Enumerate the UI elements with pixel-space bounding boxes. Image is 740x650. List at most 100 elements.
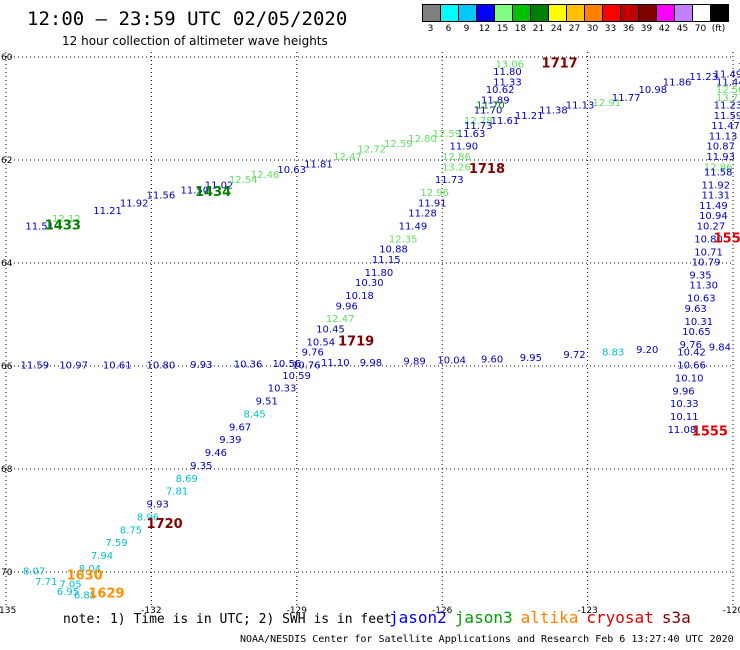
scale-label: 24: [550, 24, 563, 34]
wave-height-value: 11.61: [491, 116, 520, 127]
wave-height-value: 10.66: [677, 361, 706, 372]
wave-height-value: 10.30: [355, 278, 384, 289]
wave-height-value: 12.59: [433, 129, 462, 140]
scale-label: 30: [586, 24, 599, 34]
pass-time-label: 1433: [45, 219, 81, 234]
wave-height-value: 11.44: [716, 77, 740, 88]
axis-ticks: -135 -132 -129 -126 -123 -120 60 62 64 66 68 70: [0, 53, 740, 616]
wave-height-value: 10.56: [273, 359, 302, 370]
pass-time-label: 1719: [338, 334, 374, 349]
wave-height-value: 11.49: [699, 201, 728, 212]
wave-height-value: 11.32: [738, 62, 740, 73]
pass-time-label: 1718: [469, 162, 505, 177]
pass-time-label: 1629: [88, 587, 124, 602]
wave-height-value: 8.04: [79, 564, 101, 575]
wave-height-value: 12.86: [704, 162, 733, 173]
wave-height-value: 12.12: [52, 214, 81, 225]
wave-height-value: 10.54: [306, 337, 335, 348]
wave-height-value: 9.20: [636, 345, 658, 356]
footnote: note: 1) Time is in UTC; 2) SWH is in fe…: [63, 612, 392, 627]
wave-height-value: 10.76: [292, 361, 321, 372]
longitude-tick-label: -132: [141, 606, 161, 616]
wave-height-value: 11.49: [399, 222, 428, 233]
wave-height-value: 9.35: [689, 270, 711, 281]
wave-height-value: 10.42: [677, 348, 706, 359]
latitude-tick-label: 70: [1, 568, 13, 578]
wave-height-value: 13.26: [442, 162, 471, 173]
wave-height-value: 11.80: [493, 67, 522, 78]
pass-time-label: 1720: [147, 517, 183, 532]
wave-height-value: 7.05: [59, 579, 81, 590]
wave-height-value: 11.92: [701, 180, 730, 191]
wave-height-value: 12.80: [408, 134, 437, 145]
wave-height-value: 13.06: [496, 59, 525, 70]
wave-height-value: 12.86: [442, 152, 471, 163]
wave-height-value: 11.59: [21, 361, 50, 372]
wave-height-value: 11.51: [25, 222, 54, 233]
wave-height-value: 10.94: [699, 211, 728, 222]
wave-height-value: 8.75: [120, 525, 142, 536]
scale-label: 42: [658, 24, 671, 34]
scale-label: 36: [622, 24, 635, 34]
wave-height-value: 8.83: [602, 348, 624, 359]
wave-height-value: 11.91: [418, 198, 447, 209]
wave-height-value: 10.61: [103, 361, 132, 372]
wave-height-value: 6.85: [74, 591, 96, 602]
latitude-tick-label: 62: [1, 156, 12, 166]
wave-height-value: 11.70: [474, 106, 503, 117]
wave-height-value: 9.96: [672, 386, 694, 397]
wave-height-value: 9.39: [219, 435, 241, 446]
wave-height-value: 8.45: [243, 409, 265, 420]
scale-label: 3: [427, 24, 434, 34]
wave-height-value: 11.63: [457, 129, 486, 140]
wave-height-value: 9.67: [229, 422, 251, 433]
wave-height-value: 12.59: [384, 139, 413, 150]
wave-height-value: 11.31: [701, 191, 730, 202]
wave-height-value: 12.47: [326, 314, 355, 325]
wave-height-value: 11.89: [481, 95, 510, 106]
scale-label: 18: [514, 24, 527, 34]
wave-height-value: 10.71: [694, 247, 723, 258]
wave-height-value: 9.93: [190, 360, 212, 371]
wave-height-value: 9.60: [481, 354, 503, 365]
wave-height-value: 11.90: [449, 142, 478, 153]
wave-height-value: 9.72: [563, 350, 585, 361]
wave-height-value: 10.27: [697, 222, 726, 233]
wave-height-value: 10.80: [694, 234, 723, 245]
scale-label: 15: [496, 24, 509, 34]
wave-height-value: 11.49: [714, 70, 740, 81]
wave-height-value: 13.73: [716, 93, 740, 104]
wave-height-value: 11.59: [714, 111, 740, 122]
wave-height-value: 10.18: [345, 291, 374, 302]
scale-swatch: [710, 4, 729, 22]
wave-height-value: 12.46: [251, 170, 280, 181]
wave-height-value: 11.92: [120, 198, 149, 209]
pass-time-label: 1434: [195, 185, 231, 200]
wave-height-value: 11.33: [493, 77, 522, 88]
scale-label: 6: [445, 24, 452, 34]
wave-height-value: 11.50: [180, 185, 209, 196]
wave-height-value: 9.63: [685, 304, 707, 315]
wave-height-value: 10.80: [147, 361, 176, 372]
wave-height-value: 10.11: [670, 412, 699, 423]
wave-height-value: 10.04: [437, 355, 466, 366]
wave-height-value: 11.30: [689, 281, 718, 292]
wave-height-value: 11.38: [539, 106, 568, 117]
wave-height-value: 11.58: [704, 167, 733, 178]
wave-height-value: 11.13: [566, 100, 595, 111]
longitude-tick-label: -123: [577, 606, 597, 616]
scale-label: 21: [532, 24, 545, 34]
satellite-legend-entry: jason2: [389, 608, 447, 627]
wave-height-value: 10.88: [379, 245, 408, 256]
satellite-legend-entry: cryosat: [586, 608, 654, 627]
longitude-tick-label: -120: [723, 606, 740, 616]
scale-label: (ft): [711, 24, 726, 34]
wave-height-value: 12.47: [333, 152, 362, 163]
longitude-tick-label: -135: [0, 606, 16, 616]
wave-height-value: 12.50: [716, 85, 740, 96]
wave-height-value: 10.98: [638, 85, 667, 96]
wave-height-observations: 11.4412.5013.7311.2311.5911.4711.1310.87…: [21, 59, 740, 602]
latitude-tick-label: 68: [1, 465, 13, 475]
longitude-tick-label: -126: [432, 606, 453, 616]
pass-time-labels: 1717155317181434143315541719155517201630…: [45, 56, 740, 601]
